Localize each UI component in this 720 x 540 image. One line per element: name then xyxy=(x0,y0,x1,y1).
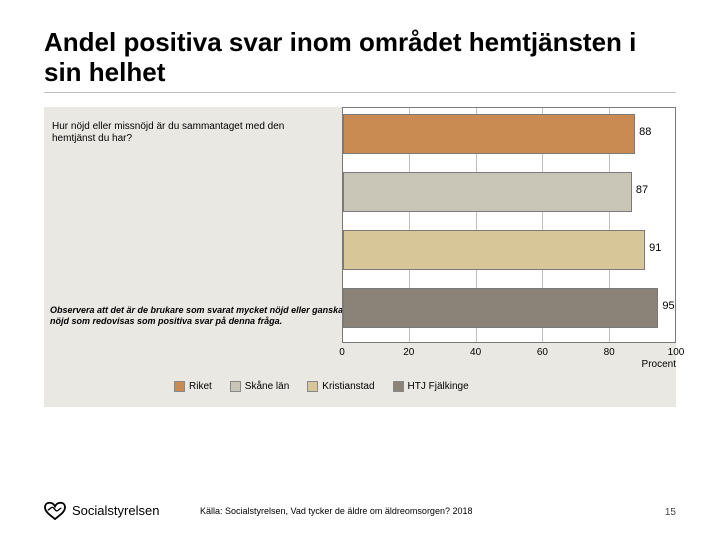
legend-item: Riket xyxy=(174,381,212,392)
legend-label: Riket xyxy=(189,381,212,392)
x-tick: 80 xyxy=(604,347,615,358)
slide: Andel positiva svar inom området hemtjän… xyxy=(0,0,720,540)
legend-item: Skåne län xyxy=(230,381,289,392)
logo: Socialstyrelsen xyxy=(44,500,159,520)
source-text: Källa: Socialstyrelsen, Vad tycker de äl… xyxy=(200,506,472,516)
category-label: Hur nöjd eller missnöjd är du sammantage… xyxy=(52,121,322,146)
x-tick: 60 xyxy=(537,347,548,358)
chart: Hur nöjd eller missnöjd är du sammantage… xyxy=(44,107,676,407)
legend-label: Skåne län xyxy=(245,381,289,392)
bar-value: 95 xyxy=(662,300,674,312)
x-tick: 100 xyxy=(668,347,685,358)
bar-value: 88 xyxy=(639,126,651,138)
bar-fjalkinge xyxy=(343,288,658,328)
bar-value: 87 xyxy=(636,184,648,196)
legend-swatch xyxy=(307,381,318,392)
x-axis: 0 20 40 60 80 100 Procent xyxy=(342,347,676,361)
logo-text: Socialstyrelsen xyxy=(72,503,159,518)
legend-swatch xyxy=(174,381,185,392)
page-title: Andel positiva svar inom området hemtjän… xyxy=(44,28,676,88)
x-tick: 40 xyxy=(470,347,481,358)
bar-riket xyxy=(343,114,635,154)
plot-area: 88 87 91 95 xyxy=(342,107,676,343)
bar-skane xyxy=(343,172,632,212)
legend-label: Kristianstad xyxy=(322,381,374,392)
legend-swatch xyxy=(230,381,241,392)
x-unit: Procent xyxy=(642,359,676,370)
x-tick: 20 xyxy=(403,347,414,358)
legend-item: HTJ Fjälkinge xyxy=(393,381,469,392)
bar-value: 91 xyxy=(649,242,661,254)
page-number: 15 xyxy=(665,507,676,518)
logo-icon xyxy=(44,500,66,520)
legend-item: Kristianstad xyxy=(307,381,374,392)
title-block: Andel positiva svar inom området hemtjän… xyxy=(44,28,676,93)
chart-note: Observera att det är de brukare som svar… xyxy=(50,305,350,327)
bar-kristianstad xyxy=(343,230,645,270)
x-tick: 0 xyxy=(339,347,345,358)
legend-swatch xyxy=(393,381,404,392)
legend-label: HTJ Fjälkinge xyxy=(408,381,469,392)
legend: Riket Skåne län Kristianstad HTJ Fjälkin… xyxy=(174,381,469,392)
